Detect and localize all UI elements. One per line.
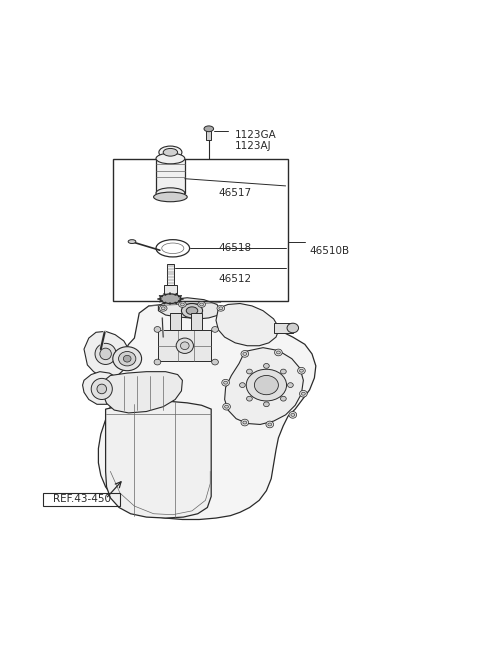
Text: 1123AJ: 1123AJ	[235, 141, 272, 151]
Ellipse shape	[119, 352, 136, 366]
Ellipse shape	[123, 356, 131, 362]
Ellipse shape	[212, 327, 218, 332]
Bar	[43, 493, 120, 506]
Polygon shape	[106, 402, 211, 518]
Polygon shape	[103, 371, 182, 413]
Ellipse shape	[212, 359, 218, 365]
Ellipse shape	[288, 383, 293, 388]
Ellipse shape	[247, 369, 252, 374]
Text: 46518: 46518	[218, 243, 252, 253]
Ellipse shape	[241, 350, 249, 357]
Ellipse shape	[113, 346, 142, 371]
Ellipse shape	[276, 351, 280, 354]
Ellipse shape	[161, 307, 165, 310]
Ellipse shape	[222, 379, 229, 386]
Ellipse shape	[280, 369, 286, 374]
Ellipse shape	[224, 381, 228, 384]
Ellipse shape	[275, 349, 282, 356]
Ellipse shape	[97, 384, 107, 394]
Ellipse shape	[91, 379, 112, 400]
Bar	[191, 313, 202, 330]
Ellipse shape	[219, 307, 223, 310]
Ellipse shape	[186, 307, 198, 314]
Ellipse shape	[243, 421, 247, 424]
Ellipse shape	[264, 364, 269, 368]
Ellipse shape	[159, 146, 182, 159]
Ellipse shape	[246, 369, 287, 401]
Ellipse shape	[291, 413, 295, 417]
Ellipse shape	[298, 367, 305, 374]
Text: 46510B: 46510B	[310, 246, 350, 255]
Ellipse shape	[217, 305, 225, 311]
Bar	[164, 286, 177, 294]
Ellipse shape	[159, 305, 167, 311]
Ellipse shape	[300, 390, 307, 397]
Polygon shape	[158, 298, 221, 319]
Ellipse shape	[301, 392, 305, 395]
Polygon shape	[216, 303, 279, 346]
Ellipse shape	[268, 423, 272, 426]
Bar	[170, 313, 181, 330]
Ellipse shape	[287, 323, 299, 333]
Ellipse shape	[241, 419, 249, 426]
Polygon shape	[84, 331, 129, 378]
Ellipse shape	[204, 126, 214, 132]
Ellipse shape	[300, 369, 303, 372]
Ellipse shape	[160, 294, 181, 303]
Bar	[206, 130, 211, 140]
Ellipse shape	[128, 240, 136, 244]
Ellipse shape	[95, 343, 116, 364]
Ellipse shape	[163, 149, 178, 156]
Bar	[167, 264, 174, 286]
Bar	[158, 330, 211, 361]
Text: 1123GA: 1123GA	[235, 130, 277, 141]
Ellipse shape	[154, 327, 161, 332]
Polygon shape	[225, 348, 303, 424]
Text: REF.43-450: REF.43-450	[53, 494, 110, 504]
Ellipse shape	[280, 396, 286, 401]
Ellipse shape	[181, 303, 203, 318]
Ellipse shape	[156, 153, 185, 164]
Ellipse shape	[100, 348, 111, 360]
Ellipse shape	[264, 402, 269, 407]
Ellipse shape	[247, 396, 252, 401]
Ellipse shape	[266, 421, 274, 428]
Bar	[113, 160, 288, 301]
Bar	[156, 159, 185, 193]
Ellipse shape	[180, 303, 184, 306]
Polygon shape	[83, 371, 121, 404]
Ellipse shape	[198, 301, 205, 307]
Ellipse shape	[176, 338, 193, 354]
Text: 46512: 46512	[218, 274, 252, 284]
Ellipse shape	[156, 188, 185, 198]
Ellipse shape	[289, 411, 297, 419]
Ellipse shape	[179, 301, 186, 307]
Ellipse shape	[200, 303, 204, 306]
Ellipse shape	[223, 403, 230, 410]
Bar	[274, 323, 293, 333]
Ellipse shape	[154, 192, 187, 202]
Ellipse shape	[225, 405, 228, 408]
Ellipse shape	[154, 359, 161, 365]
Ellipse shape	[254, 375, 278, 395]
Text: 46517: 46517	[218, 188, 252, 198]
Polygon shape	[98, 305, 316, 519]
Ellipse shape	[238, 362, 295, 408]
Ellipse shape	[243, 352, 247, 356]
Ellipse shape	[180, 342, 189, 350]
Ellipse shape	[240, 383, 245, 388]
